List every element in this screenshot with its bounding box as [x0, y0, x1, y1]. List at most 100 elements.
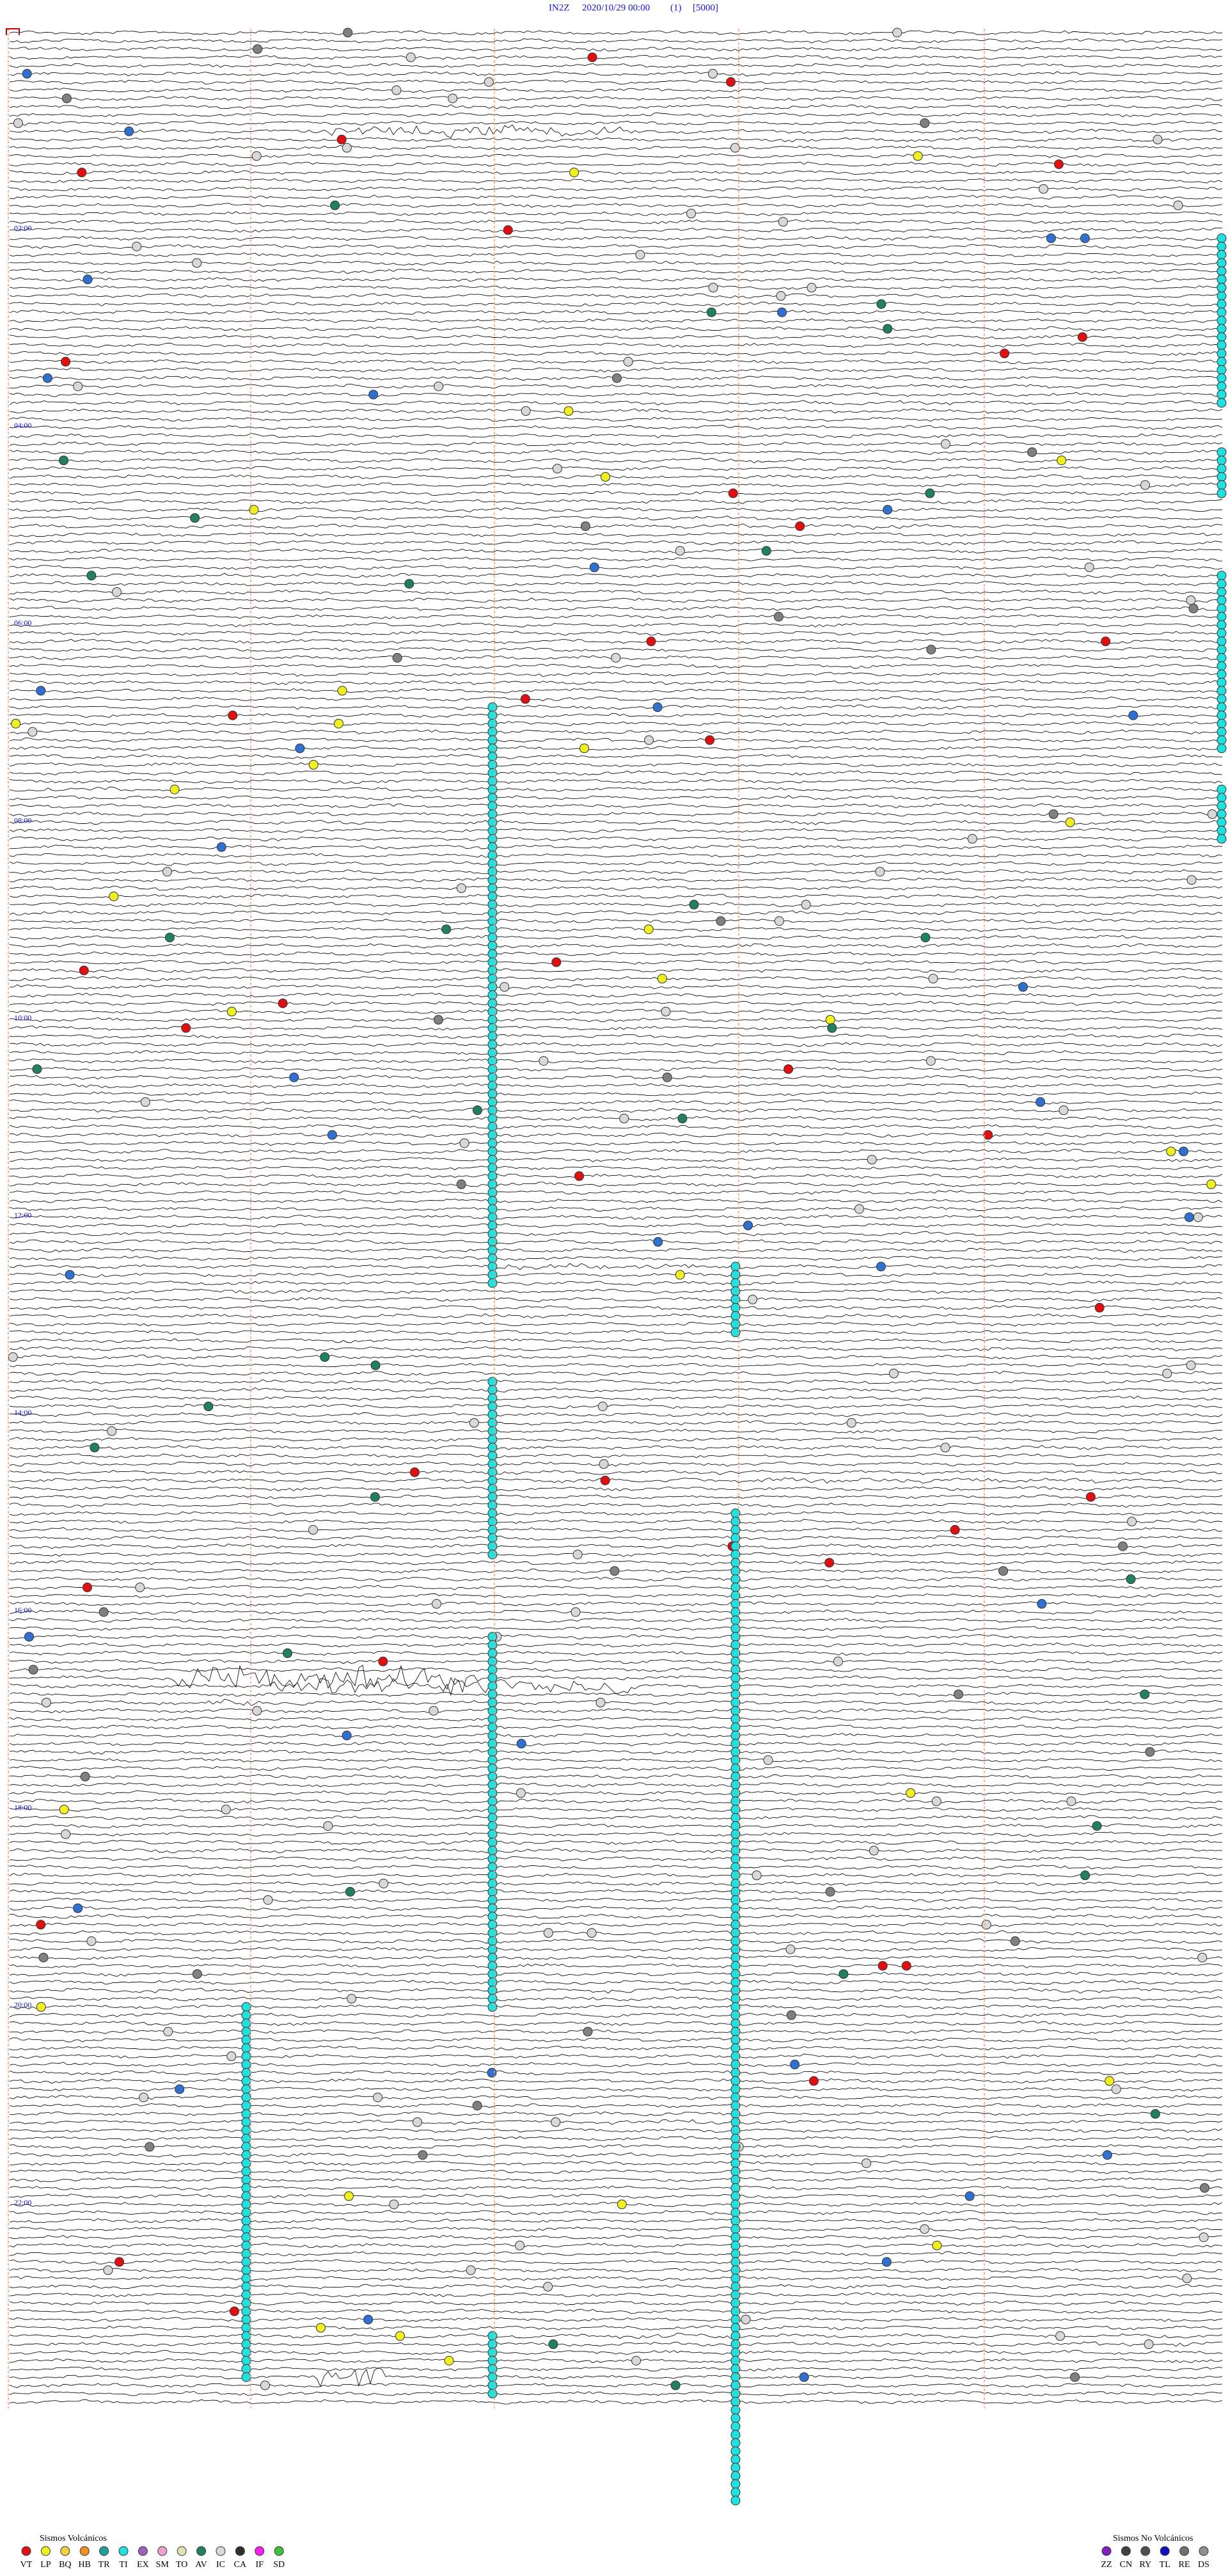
- trace: [9, 1239, 1223, 1245]
- event-marker: [967, 834, 977, 844]
- trace: [9, 178, 1223, 184]
- trace: [9, 1664, 1223, 1693]
- event-marker: [876, 299, 886, 309]
- trace: [9, 2177, 1223, 2183]
- event-marker: [251, 151, 262, 161]
- event-marker: [487, 908, 498, 918]
- trace: [9, 770, 1223, 776]
- event-marker: [1085, 1492, 1096, 1502]
- event-marker: [36, 686, 46, 696]
- event-marker: [795, 521, 805, 532]
- trace: [9, 795, 1223, 800]
- trace: [9, 540, 1223, 546]
- event-marker: [487, 899, 498, 910]
- trace: [9, 2119, 1223, 2125]
- event-marker: [241, 2027, 251, 2037]
- event-marker: [295, 743, 305, 754]
- event-marker: [586, 1928, 597, 1938]
- event-marker: [241, 2183, 251, 2193]
- legend-swatch: [79, 2546, 90, 2556]
- event-marker: [487, 760, 498, 770]
- trace: [9, 137, 1223, 143]
- event-marker: [487, 1171, 498, 1181]
- trace: [9, 260, 1223, 266]
- trace: [9, 1058, 1223, 1064]
- event-marker: [487, 1829, 498, 1839]
- event-marker: [487, 1196, 498, 1206]
- trace: [9, 861, 1223, 866]
- event-marker: [543, 1928, 553, 1938]
- trace: [9, 2390, 1222, 2396]
- event-marker: [730, 2495, 741, 2506]
- event-marker: [932, 2240, 942, 2250]
- event-marker: [487, 1648, 498, 1658]
- event-marker: [730, 2479, 741, 2489]
- event-marker: [783, 1064, 794, 1074]
- trace: [9, 1297, 1223, 1302]
- event-marker: [487, 1977, 498, 1987]
- event-marker: [954, 1689, 964, 1700]
- trace: [9, 1576, 1223, 1582]
- trace: [9, 803, 1223, 809]
- event-marker: [807, 283, 817, 293]
- event-marker: [241, 2117, 251, 2127]
- event-marker: [983, 1130, 993, 1140]
- trace: [9, 161, 1223, 167]
- event-marker: [336, 134, 347, 145]
- legend-title: Sismos No Volcánicos: [1113, 2534, 1193, 2543]
- event-marker: [1105, 2076, 1115, 2086]
- event-marker: [824, 1558, 835, 1568]
- trace: [9, 1379, 1223, 1384]
- event-marker: [487, 1911, 498, 1922]
- event-marker: [1206, 1179, 1216, 1189]
- event-marker: [487, 965, 498, 976]
- event-marker: [487, 1994, 498, 2004]
- event-marker: [579, 743, 590, 754]
- trace: [9, 1609, 1223, 1615]
- event-marker: [315, 2323, 326, 2333]
- event-marker: [487, 1459, 498, 1469]
- event-marker: [448, 93, 458, 104]
- trace: [9, 902, 1223, 908]
- event-marker: [1216, 324, 1227, 334]
- event-marker: [389, 2199, 399, 2209]
- event-marker: [1216, 274, 1227, 285]
- event-marker: [487, 1080, 498, 1091]
- trace: [9, 2136, 1223, 2142]
- event-marker: [940, 439, 950, 449]
- event-marker: [487, 1261, 498, 1272]
- event-marker: [487, 1936, 498, 1947]
- event-marker: [192, 258, 202, 268]
- event-marker: [253, 44, 263, 54]
- event-marker: [487, 710, 498, 720]
- event-marker: [1216, 381, 1227, 391]
- event-marker: [825, 1886, 835, 1897]
- trace: [9, 2259, 1223, 2264]
- event-marker: [28, 1664, 38, 1675]
- event-marker: [487, 891, 498, 901]
- trace: [9, 1913, 1223, 1919]
- trace: [9, 1617, 1223, 1623]
- event-marker: [487, 949, 498, 959]
- event-marker: [892, 28, 902, 38]
- event-marker: [487, 1048, 498, 1058]
- trace: [9, 614, 1223, 619]
- event-marker: [241, 2010, 251, 2020]
- trace: [9, 2218, 1223, 2224]
- event-marker: [337, 686, 347, 696]
- event-marker: [1216, 356, 1227, 367]
- event-marker: [730, 2463, 741, 2473]
- trace: [9, 1107, 1223, 1113]
- event-marker: [487, 1656, 498, 1666]
- legend-swatch: [1140, 2546, 1151, 2556]
- trace: [9, 1593, 1223, 1599]
- event-marker: [644, 735, 654, 745]
- event-marker: [391, 85, 402, 95]
- trace: [9, 910, 1223, 915]
- event-marker: [862, 2158, 872, 2169]
- start-bracket: [6, 28, 20, 35]
- event-marker: [487, 957, 498, 967]
- legend-swatch: [21, 2546, 31, 2556]
- event-marker: [241, 2323, 251, 2333]
- event-marker: [241, 2314, 251, 2325]
